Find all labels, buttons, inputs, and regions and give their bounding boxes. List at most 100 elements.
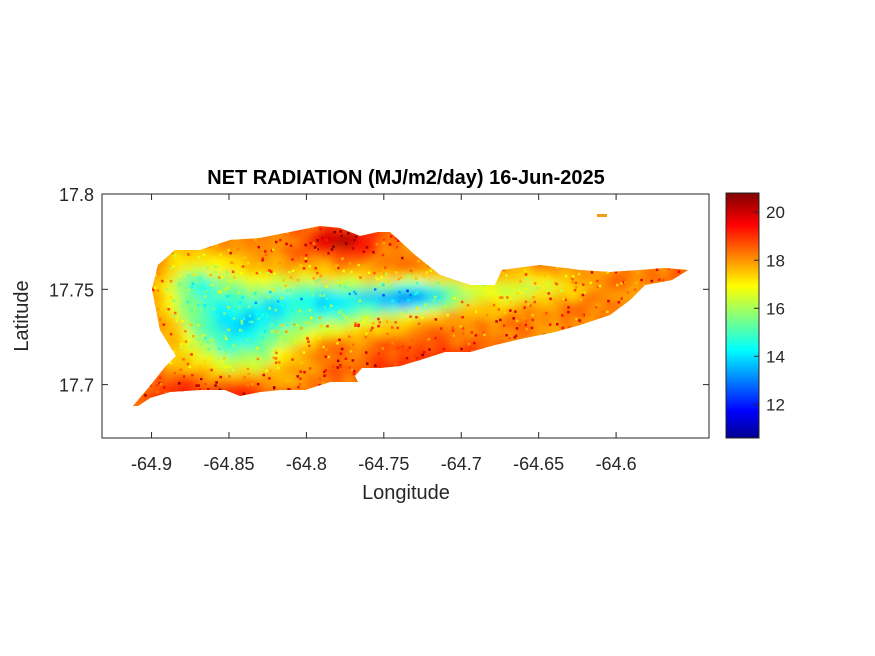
heat-speckle xyxy=(256,357,260,361)
heat-cell xyxy=(173,256,183,266)
y-axis-ticks: 17.7 17.75 17.8 xyxy=(49,185,709,396)
heat-speckle xyxy=(279,340,282,343)
heat-cell xyxy=(362,292,372,302)
heat-speckle xyxy=(172,265,175,268)
heat-speckle xyxy=(466,304,470,307)
heat-speckle xyxy=(567,306,570,309)
heat-speckle xyxy=(270,330,274,333)
heat-speckle xyxy=(396,239,400,242)
heat-speckle xyxy=(327,244,331,247)
heat-cell xyxy=(182,274,192,284)
heat-speckle xyxy=(520,321,523,325)
heat-cell xyxy=(623,292,633,302)
heat-speckle xyxy=(358,299,362,303)
heat-cell xyxy=(668,265,678,275)
heat-speckle xyxy=(518,323,521,327)
heat-cell xyxy=(497,310,507,320)
heat-speckle xyxy=(340,234,343,238)
heat-cell xyxy=(515,301,525,311)
heat-speckle xyxy=(406,289,409,293)
heat-speckle xyxy=(411,339,414,342)
heat-speckle xyxy=(203,303,207,307)
heat-speckle xyxy=(506,296,509,299)
heat-speckle xyxy=(265,369,268,373)
heat-cell xyxy=(164,301,174,311)
heat-speckle xyxy=(407,274,410,278)
heat-speckle xyxy=(169,361,172,365)
heat-cell xyxy=(353,274,363,284)
heat-cell xyxy=(263,373,273,383)
heat-speckle xyxy=(187,274,191,277)
heat-speckle xyxy=(617,301,621,304)
heat-speckle xyxy=(322,345,325,349)
heat-speckle xyxy=(377,317,380,321)
heat-cell xyxy=(299,364,309,374)
heat-speckle xyxy=(280,324,283,327)
heat-speckle xyxy=(286,379,290,383)
heat-cell xyxy=(182,292,192,302)
heat-cell xyxy=(371,337,381,347)
heat-speckle xyxy=(348,366,351,369)
heat-cell xyxy=(173,346,183,356)
heat-speckle xyxy=(240,272,243,275)
heat-cell xyxy=(380,292,390,302)
heat-cell xyxy=(281,319,291,329)
heat-cell xyxy=(281,346,291,356)
heat-cell xyxy=(461,301,471,311)
heat-cell xyxy=(362,256,372,266)
heat-speckle xyxy=(509,301,512,305)
heat-speckle xyxy=(274,357,278,360)
heat-speckle xyxy=(374,364,377,367)
heat-cell xyxy=(353,310,363,320)
heat-cell xyxy=(371,319,381,329)
heat-speckle xyxy=(293,323,296,327)
heat-speckle xyxy=(257,245,260,249)
heat-speckle xyxy=(209,273,212,277)
x-tick-label: -64.9 xyxy=(131,454,172,474)
heat-speckle xyxy=(175,319,179,323)
heat-speckle xyxy=(254,238,257,241)
heat-cell xyxy=(290,373,300,383)
heat-speckle xyxy=(505,274,508,277)
heat-cell xyxy=(443,346,453,356)
plot-frame xyxy=(101,193,710,439)
heat-speckle xyxy=(357,263,360,267)
heat-speckle xyxy=(312,277,315,280)
heat-cell xyxy=(254,292,264,302)
heat-cell xyxy=(209,292,219,302)
heat-cell xyxy=(425,319,435,329)
heat-cell xyxy=(425,283,435,293)
heat-speckle xyxy=(243,256,247,259)
heat-speckle xyxy=(230,261,233,264)
heat-cell xyxy=(299,328,309,338)
heat-cell xyxy=(542,310,552,320)
heat-cell xyxy=(173,247,183,257)
heat-cell xyxy=(209,328,219,338)
heat-cell xyxy=(272,328,282,338)
heat-speckle xyxy=(274,308,278,312)
heat-speckle xyxy=(318,278,321,281)
heat-cell xyxy=(605,283,615,293)
heat-speckle xyxy=(300,337,303,340)
heat-speckle xyxy=(291,358,294,361)
heat-speckle xyxy=(568,325,571,329)
heat-cell xyxy=(614,274,624,284)
heat-cell xyxy=(236,355,246,365)
heat-speckle xyxy=(357,323,360,327)
heat-cell xyxy=(461,346,471,356)
heat-cell xyxy=(191,319,201,329)
heat-cell xyxy=(353,301,363,311)
heat-speckle xyxy=(247,261,250,265)
heat-speckle xyxy=(154,302,157,305)
heat-cell xyxy=(407,328,417,338)
heat-cell xyxy=(164,274,174,284)
heat-cell xyxy=(335,328,345,338)
heat-speckle xyxy=(180,343,183,346)
heat-speckle xyxy=(211,338,214,342)
heat-speckle xyxy=(232,261,235,265)
heat-speckle xyxy=(277,332,280,335)
heat-cell xyxy=(416,319,426,329)
heat-cell xyxy=(299,274,309,284)
heat-cell xyxy=(191,301,201,311)
heat-speckle xyxy=(522,316,526,320)
